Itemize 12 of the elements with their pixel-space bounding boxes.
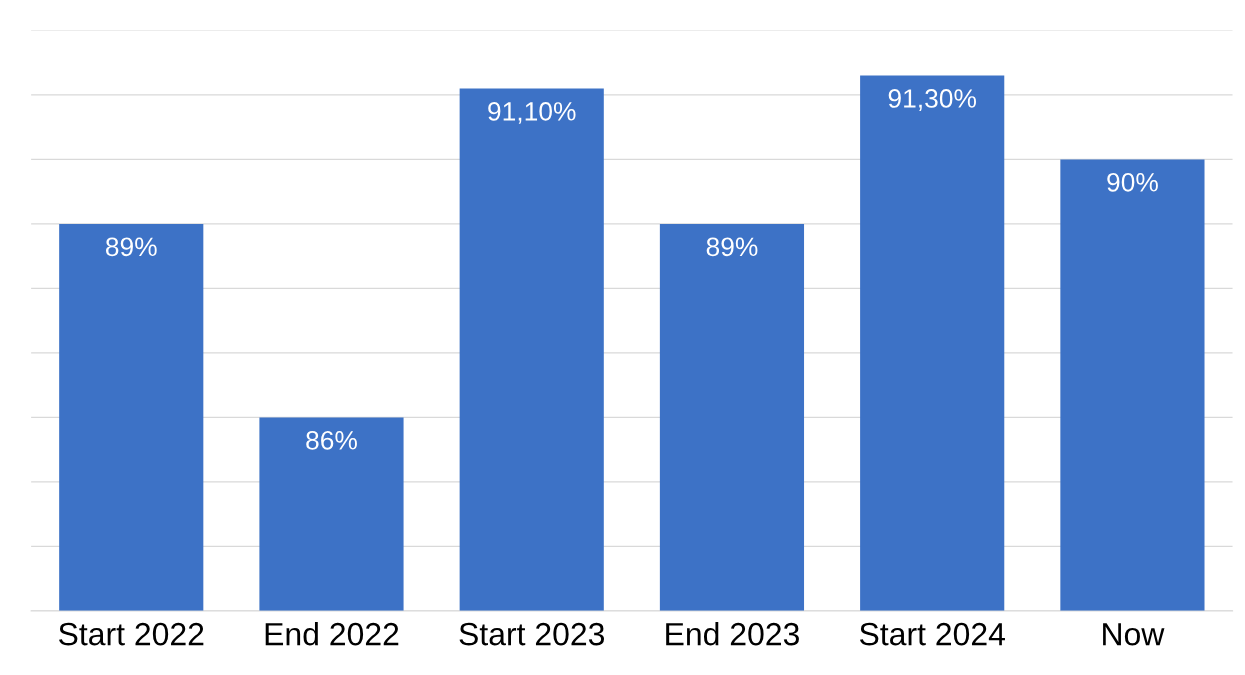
x-tick-label: End 2023 [666,621,799,646]
x-tick-label: Start 2024 [859,622,1005,646]
data-label: 89% [105,237,157,257]
x-tick-label: Start 2023 [459,622,605,646]
data-label: 89% [706,237,758,257]
x-tick-label: Start 2022 [59,622,204,646]
data-label: 90% [1107,172,1158,192]
data-label: 91,30% [888,89,977,111]
data-label: 86% [306,430,357,450]
x-tick-label: Now [1103,623,1165,646]
data-label: 91,10% [488,102,576,124]
x-tick-label: End 2022 [265,621,399,646]
